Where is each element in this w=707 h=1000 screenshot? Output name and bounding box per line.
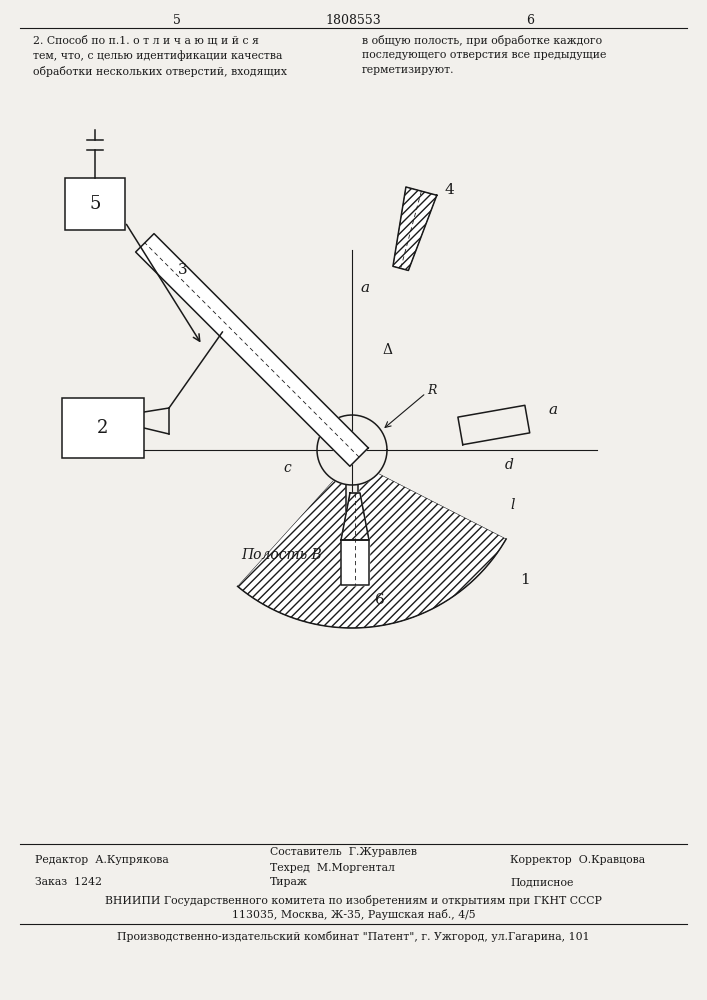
Text: 5: 5: [89, 195, 100, 213]
Text: 4: 4: [445, 183, 455, 197]
Text: 3: 3: [177, 263, 187, 277]
Text: Корректор  О.Кравцова: Корректор О.Кравцова: [510, 855, 645, 865]
Polygon shape: [238, 460, 506, 628]
Polygon shape: [346, 485, 358, 585]
Text: 6: 6: [526, 13, 534, 26]
Polygon shape: [351, 271, 409, 419]
Text: Производственно-издательский комбинат "Патент", г. Ужгород, ул.Гагарина, 101: Производственно-издательский комбинат "П…: [117, 930, 590, 942]
Bar: [62, 398, 144, 458]
Polygon shape: [341, 493, 369, 540]
Text: R: R: [427, 383, 436, 396]
Text: 2. Способ по п.1. о т л и ч а ю щ и й с я
тем, что, с целью идентификации качест: 2. Способ по п.1. о т л и ч а ю щ и й с …: [33, 35, 287, 77]
Text: 1808553: 1808553: [325, 13, 381, 26]
Text: 113035, Москва, Ж-35, Раушская наб., 4/5: 113035, Москва, Ж-35, Раушская наб., 4/5: [232, 908, 475, 920]
Text: в общую полость, при обработке каждого
последующего отверстия все предыдущие
гер: в общую полость, при обработке каждого п…: [362, 35, 607, 75]
Polygon shape: [317, 415, 387, 485]
Bar: [65, 178, 125, 230]
Text: ВНИИПИ Государственного комитета по изобретениям и открытиям при ГКНТ СССР: ВНИИПИ Государственного комитета по изоб…: [105, 894, 602, 906]
Text: l: l: [510, 498, 515, 512]
Text: 1: 1: [520, 573, 530, 587]
Polygon shape: [214, 311, 337, 434]
Polygon shape: [136, 234, 368, 466]
Polygon shape: [341, 540, 369, 585]
Text: a: a: [360, 281, 369, 295]
Polygon shape: [458, 405, 530, 445]
Text: Δ: Δ: [382, 343, 392, 357]
Text: d: d: [505, 458, 514, 472]
Text: Заказ  1242: Заказ 1242: [35, 877, 102, 887]
Polygon shape: [393, 187, 437, 270]
Text: 2: 2: [98, 419, 109, 437]
Text: Подписное: Подписное: [510, 877, 573, 887]
Text: c: c: [283, 461, 291, 475]
Text: Редактор  А.Купрякова: Редактор А.Купрякова: [35, 855, 169, 865]
Text: Полость В: Полость В: [242, 548, 322, 562]
Text: 5: 5: [173, 13, 181, 26]
Text: 6: 6: [375, 593, 385, 607]
Text: Техред  М.Моргентал: Техред М.Моргентал: [270, 863, 395, 873]
Text: Составитель  Г.Журавлев: Составитель Г.Журавлев: [270, 847, 417, 857]
Text: Тираж: Тираж: [270, 877, 308, 887]
Text: a: a: [548, 403, 557, 417]
